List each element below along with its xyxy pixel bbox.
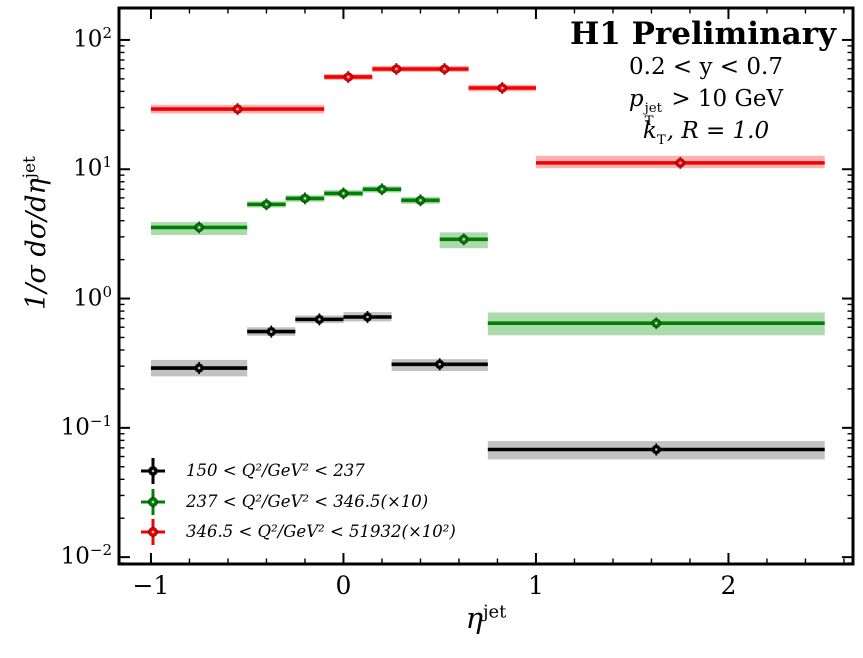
annotation-pt-cut: p jet T > 10 GeV <box>628 86 784 129</box>
plot-frame <box>117 6 855 566</box>
data-marker-dot <box>197 366 201 370</box>
data-marker-dot <box>419 199 422 202</box>
y-tick-exp: −2 <box>89 541 112 560</box>
legend-label-q2-mid: 237 < Q²/GeV² < 346.5(×10) <box>186 492 429 511</box>
x-tick-label: −1 <box>132 571 170 600</box>
data-marker-dot <box>679 161 682 165</box>
y-tick-label: 10−2 <box>60 541 112 570</box>
data-marker-dot <box>265 203 268 206</box>
data-marker-dot <box>380 187 384 191</box>
y-axis-label-sup: jet <box>20 156 40 179</box>
x-tick-label: 0 <box>335 571 352 600</box>
data-marker-dot <box>366 315 369 319</box>
annotation-jet-algo: kT, R = 1.0 <box>642 118 770 148</box>
data-marker-dot <box>318 318 321 321</box>
legend-marker-dot <box>151 500 155 504</box>
data-marker-dot <box>654 321 658 325</box>
data-marker-dot <box>303 197 307 200</box>
data-marker-dot <box>236 107 239 111</box>
x-axis-label-sup: jet <box>482 601 507 623</box>
x-tick-label: 1 <box>528 571 544 600</box>
legend-label-q2-high: 346.5 < Q²/GeV² < 51932(×10²) <box>186 522 456 541</box>
data-marker-dot <box>342 192 345 195</box>
data-series <box>150 62 825 456</box>
data-marker-dot <box>395 67 398 71</box>
axes-frame-and-ticks <box>117 6 855 566</box>
data-marker-dot <box>443 67 446 71</box>
plot-title: H1 Preliminary <box>569 16 837 52</box>
legend-marker-q2-mid <box>141 489 165 515</box>
data-marker-dot <box>346 75 350 79</box>
y-tick-exp: 2 <box>102 23 112 42</box>
y-tick-exp: 1 <box>102 153 112 172</box>
y-tick-label: 102 <box>73 23 112 53</box>
y-tick-label: 101 <box>73 153 112 182</box>
data-marker-dot <box>654 448 658 451</box>
data-marker-dot <box>500 86 504 90</box>
y-tick-label: 10−1 <box>60 411 112 441</box>
data-marker-dot <box>438 363 442 366</box>
data-marker-dot <box>197 226 201 229</box>
y-tick-label: 100 <box>73 282 112 312</box>
legend-marker-dot <box>151 530 155 534</box>
legend-marker-q2-high <box>141 519 165 545</box>
data-marker-dot <box>269 330 273 333</box>
legend-marker-q2-low <box>141 458 165 484</box>
data-marker-dot <box>462 238 466 241</box>
x-axis-label: ηjet <box>465 601 507 635</box>
legend-marker-dot <box>151 469 155 473</box>
y-tick-exp: 0 <box>102 282 112 301</box>
annotation-y-range: 0.2 < y < 0.7 <box>629 54 783 80</box>
y-tick-exp: −1 <box>89 411 112 430</box>
y-axis-label: 1/σ dσ/dηjet <box>20 156 52 310</box>
legend-label-q2-low: 150 < Q²/GeV² < 237 <box>186 461 365 480</box>
x-tick-label: 2 <box>720 571 737 600</box>
